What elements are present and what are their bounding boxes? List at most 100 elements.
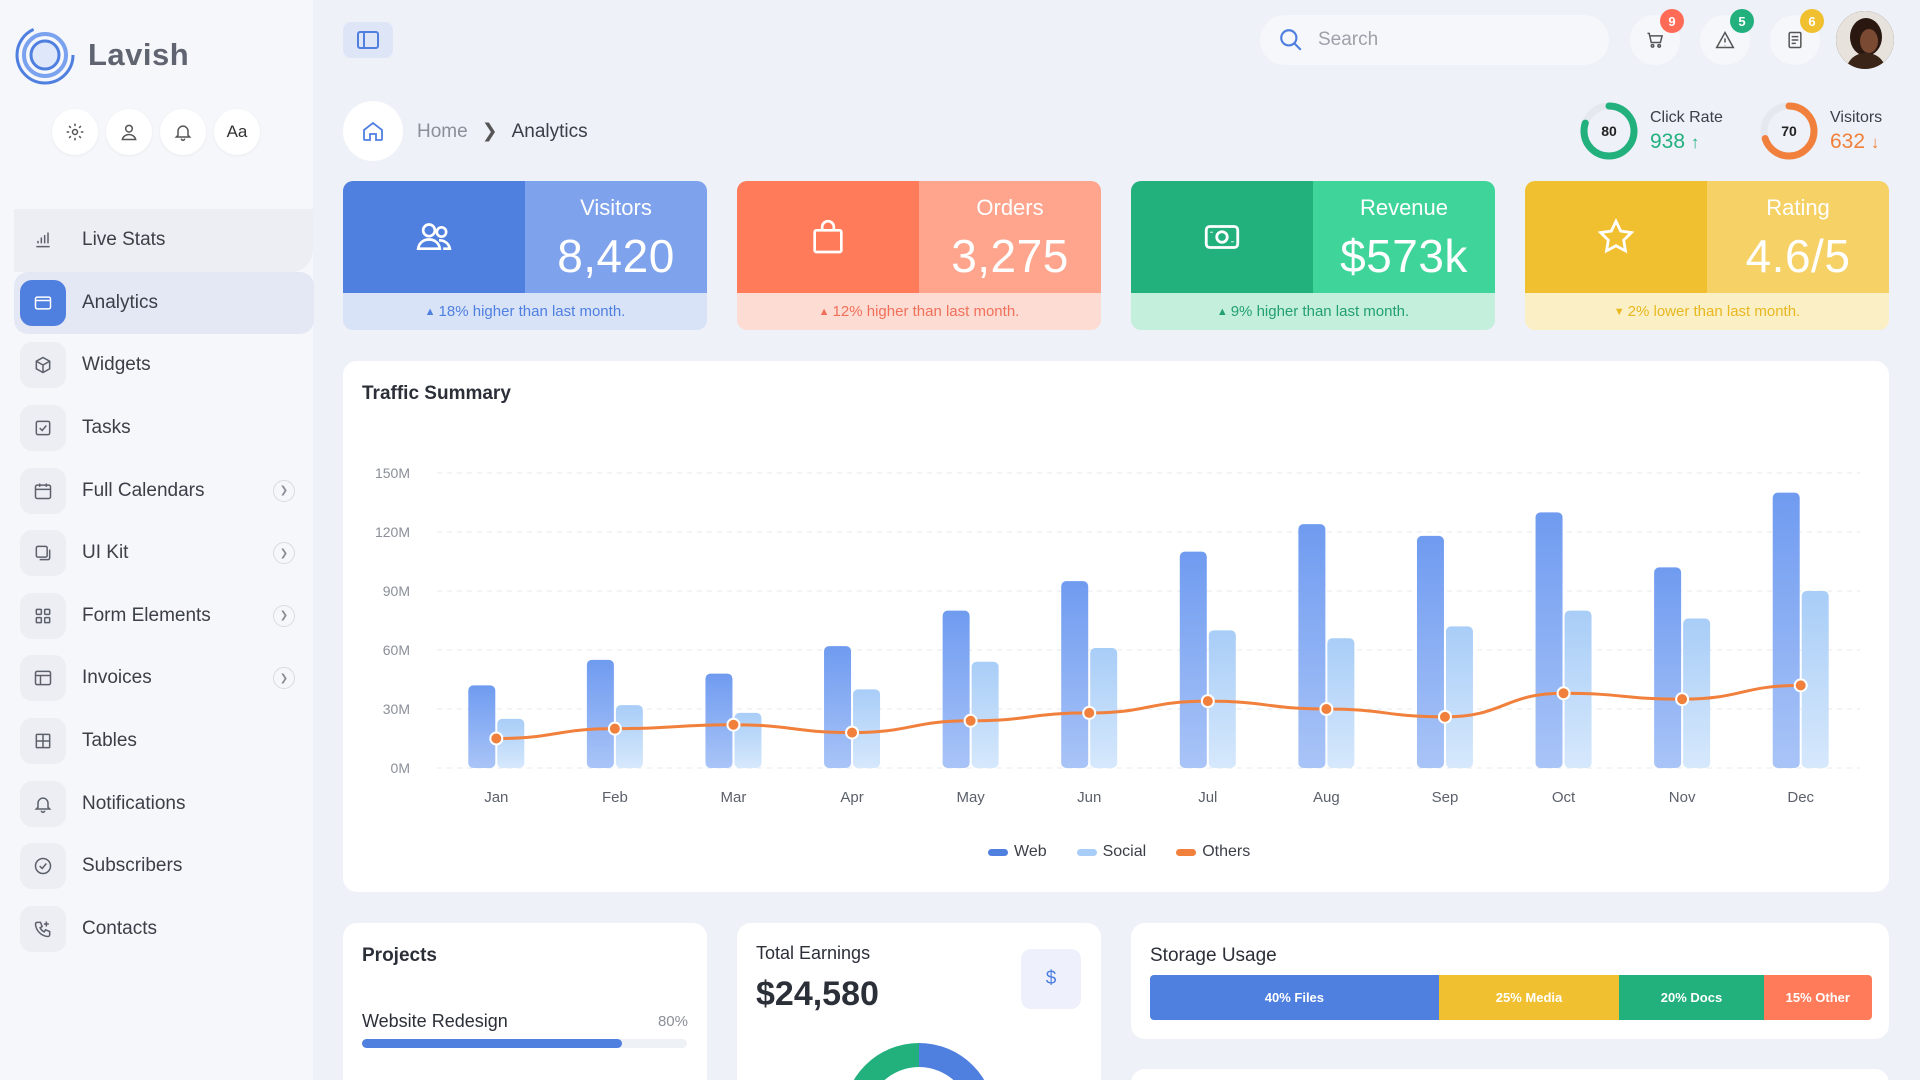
sidebar-item-widgets[interactable]: Widgets [14, 334, 313, 397]
dollar-button[interactable]: $ [1021, 949, 1081, 1009]
sidebar-nav: Live Stats Analytics Widgets Tasks Full … [14, 209, 314, 961]
sidebar-item-form-elements[interactable]: Form Elements ❯ [14, 585, 313, 648]
chevron-right-icon: ❯ [481, 121, 498, 142]
cart-badge: 9 [1660, 9, 1684, 33]
sidebar-item-full-calendars[interactable]: Full Calendars ❯ [14, 459, 313, 522]
stat-title: Visitors [580, 195, 652, 220]
calendar-icon [20, 467, 66, 514]
notes-badge: 6 [1800, 9, 1824, 33]
brand[interactable]: Lavish [14, 24, 189, 86]
users-icon [416, 223, 452, 250]
sidebar-item-tasks[interactable]: Tasks [14, 397, 313, 460]
sidebar-item-tables[interactable]: Tables [14, 710, 313, 773]
sidebar-item-label: Widgets [82, 354, 151, 376]
storage-usage-panel: Storage Usage 40% Files 25% Media 20% Docs… [1131, 923, 1889, 1039]
chart-legend: Web Social Others [988, 843, 1250, 861]
kpi-visitors: 70 Visitors 632 ↓ [1758, 100, 1882, 162]
sidebar-item-notifications[interactable]: Notifications [14, 772, 313, 835]
earnings-value: $24,580 [756, 975, 879, 1013]
stat-note: 9% higher than last month. [1230, 303, 1410, 320]
shopping-bag-icon [813, 219, 843, 254]
user-icon [121, 124, 137, 141]
cart-button[interactable]: 9 [1630, 9, 1684, 65]
stat-title: Orders [976, 195, 1044, 220]
storage-segment: 40% Files [1150, 975, 1439, 1020]
brand-name: Lavish [88, 37, 190, 72]
visitors-ring: 70 [1758, 100, 1820, 162]
traffic-summary-title: Traffic Summary [362, 383, 511, 404]
phone-icon [20, 905, 66, 952]
sidebar-item-label: Live Stats [82, 229, 166, 251]
cash-icon [1204, 225, 1240, 249]
earnings-donut-chart [853, 1043, 985, 1080]
gear-icon [66, 123, 84, 141]
sidebar-item-label: Tasks [82, 417, 131, 439]
warning-icon [1715, 30, 1735, 49]
project-percent: 80% [657, 1013, 688, 1030]
stat-card-visitors[interactable]: Visitors 8,420 ▲ 18% higher than last mo… [343, 181, 707, 330]
stat-card-rating[interactable]: Rating 4.6/5 ▼ 2% lower than last month. [1525, 181, 1889, 330]
sidebar-toggle-button[interactable] [343, 22, 393, 58]
legend-social[interactable]: Social [1076, 843, 1146, 861]
sidebar-item-contacts[interactable]: Contacts [14, 898, 313, 961]
bar-chart-icon [20, 217, 66, 264]
projects-panel: Projects Website Redesign 80% [343, 923, 707, 1080]
quick-actions: Aa [52, 109, 260, 155]
stat-value: 3,275 [951, 230, 1069, 282]
home-button[interactable] [343, 101, 403, 161]
kpi-value: 632 ↓ [1830, 129, 1880, 153]
alerts-badge: 5 [1730, 9, 1754, 33]
sidebar-toggle-icon [357, 31, 379, 49]
breadcrumb-home-link[interactable]: Home [417, 120, 468, 142]
sidebar-item-label: Tables [82, 730, 137, 752]
storage-segment: 20% Docs [1619, 975, 1764, 1020]
storage-title: Storage Usage [1150, 945, 1277, 966]
stat-note: 18% higher than last month. [438, 303, 626, 320]
home-icon [363, 121, 383, 141]
sidebar-item-label: Notifications [82, 792, 186, 814]
stat-value: 8,420 [557, 230, 675, 282]
project-progress-fill [362, 1039, 622, 1048]
sidebar-item-ui-kit[interactable]: UI Kit ❯ [14, 522, 313, 585]
stat-title: Rating [1766, 195, 1830, 220]
search-box[interactable] [1260, 15, 1609, 65]
profile-button[interactable] [106, 109, 152, 155]
legend-web[interactable]: Web [988, 843, 1047, 861]
font-size-button[interactable]: Aa [214, 109, 260, 155]
stat-value: $573k [1340, 230, 1468, 282]
triangle-up-icon: ▲ [818, 305, 830, 318]
avatar[interactable] [1836, 11, 1894, 69]
topbar: 9 5 6 [313, 0, 1920, 80]
chevron-right-icon[interactable]: ❯ [273, 667, 295, 690]
settings-button[interactable] [52, 109, 98, 155]
chevron-right-icon[interactable]: ❯ [273, 604, 295, 627]
click-rate-ring: 80 [1578, 100, 1640, 162]
notifications-button[interactable] [160, 109, 206, 155]
triangle-up-icon: ▲ [1216, 305, 1228, 318]
alerts-button[interactable]: 5 [1700, 9, 1754, 65]
chevron-right-icon[interactable]: ❯ [273, 479, 295, 502]
traffic-summary-panel: Traffic Summary [343, 361, 1889, 892]
stat-value: 4.6/5 [1745, 230, 1851, 282]
check-circle-icon [20, 843, 66, 890]
earnings-title: Total Earnings [756, 943, 871, 963]
stat-card-orders[interactable]: Orders 3,275 ▲ 12% higher than last mont… [737, 181, 1101, 330]
kpi-label: Visitors [1830, 108, 1883, 126]
notes-button[interactable]: 6 [1770, 9, 1824, 65]
search-input[interactable] [1318, 29, 1568, 51]
stat-card-revenue[interactable]: Revenue $573k ▲ 9% higher than last mont… [1131, 181, 1495, 330]
sidebar-item-live-stats[interactable]: Live Stats [14, 209, 313, 272]
grid-icon [20, 592, 66, 639]
checkbox-icon [20, 405, 66, 452]
total-earnings-panel: Total Earnings $24,580 $ [737, 923, 1101, 1080]
sidebar-item-analytics[interactable]: Analytics [14, 271, 314, 335]
sidebar-item-label: Analytics [82, 291, 159, 313]
stat-note: 12% higher than last month. [832, 303, 1020, 320]
chevron-right-icon[interactable]: ❯ [273, 542, 295, 565]
projects-title: Projects [362, 945, 437, 966]
sidebar-item-label: Form Elements [82, 604, 211, 626]
sidebar-item-invoices[interactable]: Invoices ❯ [14, 647, 313, 710]
sidebar-item-subscribers[interactable]: Subscribers [14, 835, 313, 898]
sidebar-item-label: Contacts [82, 917, 157, 939]
legend-others[interactable]: Others [1176, 843, 1250, 861]
